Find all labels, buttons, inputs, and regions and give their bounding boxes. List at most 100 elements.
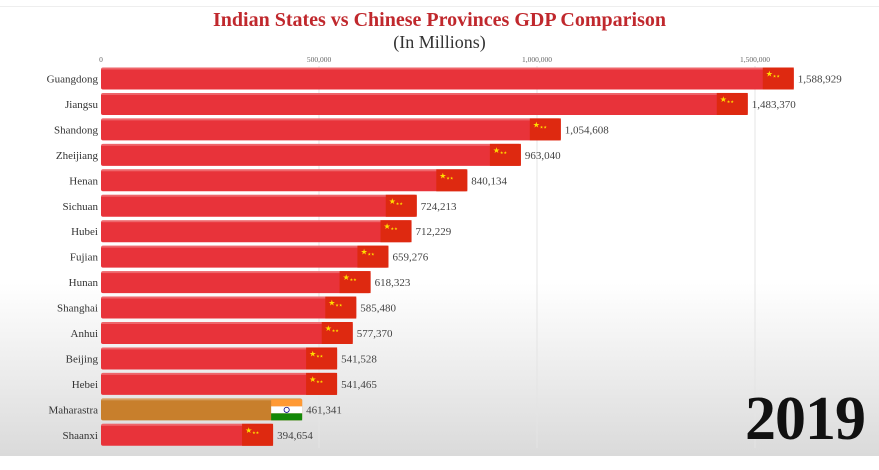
bar-row-hunan: ★ ★★ Hunan 618,323 — [69, 271, 411, 294]
flag-small-stars-icon: ★★ — [396, 201, 404, 206]
value-label: 963,040 — [525, 150, 561, 162]
bar — [101, 194, 417, 217]
flag-star-icon: ★ — [325, 324, 332, 333]
china-flag-icon — [357, 245, 389, 268]
bar-highlight — [101, 271, 371, 274]
value-label: 1,054,608 — [565, 124, 610, 136]
bar-row-sichuan: ★ ★★ Sichuan 724,213 — [63, 194, 457, 217]
value-label: 577,370 — [357, 328, 393, 340]
china-flag-icon — [321, 322, 353, 344]
flag-small-stars-icon: ★★ — [773, 74, 781, 79]
value-label: 1,588,929 — [798, 74, 843, 86]
value-label: 1,483,370 — [752, 99, 797, 111]
flag-small-stars-icon: ★★ — [446, 175, 454, 180]
bar-row-shandong: ★ ★★ Shandong 1,054,608 — [54, 118, 610, 141]
bar-label: Hunan — [69, 277, 99, 289]
bar-row-hubei: ★ ★★ Hubei 712,229 — [71, 220, 452, 243]
value-label: 840,134 — [471, 175, 507, 187]
bar-row-jiangsu: ★ ★★ Jiangsu 1,483,370 — [65, 92, 797, 115]
bar-label: Shanghai — [57, 303, 98, 315]
bar-highlight — [101, 296, 357, 299]
bar-highlight — [101, 423, 274, 426]
bar — [101, 296, 357, 319]
bar-label: Hebei — [72, 379, 98, 391]
bar-label: Hubei — [71, 226, 98, 238]
chart-title: Indian States vs Chinese Provinces GDP C… — [212, 9, 666, 31]
india-flag-green — [271, 413, 303, 421]
bar-row-fujian: ★ ★★ Fujian 659,276 — [70, 245, 429, 268]
value-label: 541,465 — [341, 379, 377, 391]
flag-small-stars-icon: ★★ — [391, 226, 399, 231]
value-label: 712,229 — [416, 226, 452, 238]
bar-row-zheijiang: ★ ★★ Zheijiang 963,040 — [56, 143, 561, 166]
flag-star-icon: ★ — [245, 426, 252, 435]
bar-highlight — [101, 118, 561, 121]
flag-small-stars-icon: ★★ — [540, 124, 548, 129]
bar-row-maharastra: Maharastra 461,341 — [49, 398, 342, 421]
flag-small-stars-icon: ★★ — [316, 353, 324, 358]
bar-highlight — [101, 220, 412, 223]
china-flag-icon — [380, 220, 412, 243]
flag-star-icon: ★ — [309, 349, 316, 358]
bar-label: Fujian — [70, 252, 99, 264]
flag-small-stars-icon: ★★ — [500, 150, 508, 155]
bar — [101, 398, 303, 421]
x-tick-label: 1,000,000 — [522, 55, 552, 64]
bar-highlight — [101, 92, 748, 95]
top-divider — [0, 6, 879, 7]
flag-small-stars-icon: ★★ — [350, 277, 358, 282]
bar-row-anhui: ★ ★★ Anhui 577,370 — [71, 322, 393, 344]
bar-highlight — [101, 245, 389, 248]
china-flag-icon — [306, 372, 338, 395]
value-label: 618,323 — [375, 277, 411, 289]
bar-highlight — [101, 347, 338, 350]
flag-small-stars-icon: ★★ — [727, 99, 735, 104]
value-label: 394,654 — [277, 430, 313, 442]
value-label: 461,341 — [306, 404, 342, 416]
india-flag-white — [271, 406, 303, 414]
flag-star-icon: ★ — [493, 146, 500, 155]
bar — [101, 322, 353, 344]
bar-label: Shaanxi — [63, 430, 98, 442]
bar — [101, 118, 561, 141]
bar-label: Zheijiang — [56, 150, 99, 162]
value-label: 585,480 — [360, 303, 396, 315]
china-flag-icon — [325, 296, 357, 319]
bar-label: Maharastra — [49, 404, 99, 416]
china-flag-icon — [306, 347, 338, 370]
bar-label: Beijing — [66, 353, 99, 365]
bar-row-henan: ★ ★★ Henan 840,134 — [69, 169, 508, 192]
bar-row-shaanxi: ★ ★★ Shaanxi 394,654 — [63, 423, 313, 446]
ashoka-chakra-icon — [283, 406, 290, 413]
bar-highlight — [101, 194, 417, 197]
bar-label: Anhui — [71, 328, 99, 340]
flag-star-icon: ★ — [533, 120, 540, 129]
china-flag-icon — [242, 423, 274, 446]
bar — [101, 143, 521, 166]
bar-label: Jiangsu — [65, 99, 99, 111]
flag-star-icon: ★ — [343, 273, 350, 282]
china-flag-icon — [339, 271, 371, 294]
china-flag-icon — [385, 194, 417, 217]
bar-highlight — [101, 372, 338, 375]
flag-star-icon: ★ — [384, 222, 391, 231]
value-label: 659,276 — [392, 252, 428, 264]
bar — [101, 169, 468, 192]
flag-star-icon: ★ — [720, 95, 727, 104]
bar-highlight — [101, 398, 303, 401]
bar-row-hebei: ★ ★★ Hebei 541,465 — [72, 372, 377, 395]
bar — [101, 92, 748, 115]
flag-star-icon: ★ — [360, 248, 367, 257]
flag-small-stars-icon: ★★ — [367, 252, 375, 257]
china-flag-icon — [762, 67, 794, 90]
flag-star-icon: ★ — [766, 70, 773, 79]
bar-highlight — [101, 67, 794, 70]
flag-star-icon: ★ — [328, 299, 335, 308]
x-tick-label: 0 — [99, 55, 103, 64]
bar-row-shanghai: ★ ★★ Shanghai 585,480 — [57, 296, 397, 319]
bar — [101, 220, 412, 243]
value-label: 541,528 — [341, 353, 377, 365]
flag-small-stars-icon: ★★ — [332, 328, 340, 333]
india-flag-icon — [271, 399, 303, 407]
